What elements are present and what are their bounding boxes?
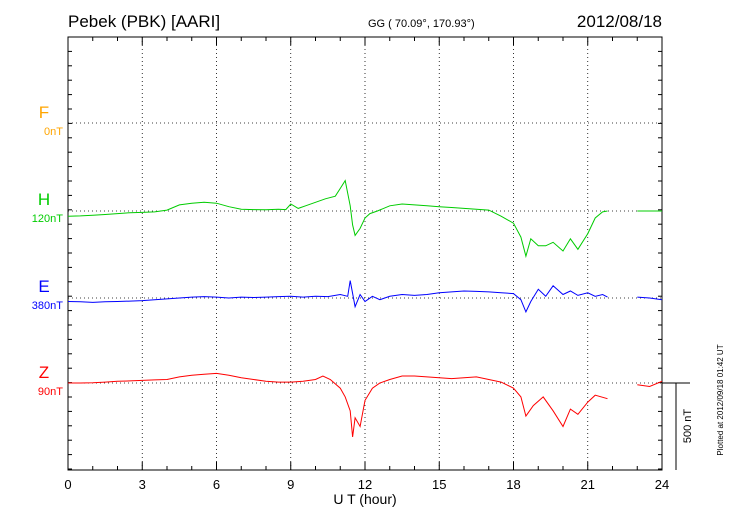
- trace-H: [67, 179, 662, 259]
- component-name-H: H: [38, 190, 50, 209]
- x-tick-label: 6: [213, 477, 220, 492]
- plotted-timestamp: Plotted at 2012/09/18 01:42 UT: [716, 344, 725, 455]
- x-tick-label: 15: [432, 477, 446, 492]
- component-name-E: E: [38, 277, 49, 296]
- x-tick-label: 3: [139, 477, 146, 492]
- date-label: 2012/08/18: [577, 12, 662, 31]
- component-offset-E: 380nT: [32, 300, 63, 312]
- x-tick-label: 9: [287, 477, 294, 492]
- x-axis-label: U T (hour): [333, 491, 396, 507]
- x-tick-label: 0: [64, 477, 71, 492]
- coordinates-label: GG ( 70.09°, 170.93°): [368, 18, 475, 30]
- trace-Z: [68, 372, 663, 437]
- component-name-Z: Z: [39, 363, 49, 382]
- x-tick-label: 24: [655, 477, 669, 492]
- component-offset-H: 120nT: [32, 213, 63, 225]
- grid-lines: [68, 37, 662, 470]
- component-offset-Z: 90nT: [38, 386, 63, 398]
- axis-ticks: [67, 37, 663, 470]
- x-tick-label: 21: [581, 477, 595, 492]
- component-offset-F: 0nT: [44, 126, 63, 138]
- scale-bar: 500 nT: [662, 382, 694, 470]
- component-labels: F 0nT H 120nT E 380nT Z 90nT: [32, 103, 63, 398]
- scale-bar-label: 500 nT: [682, 409, 694, 444]
- x-tick-label: 12: [358, 477, 372, 492]
- trace-E: [67, 280, 663, 314]
- x-tick-label: 18: [506, 477, 520, 492]
- x-tick-labels: 0 3 6 9 12 15 18 21 24: [64, 477, 669, 492]
- station-title: Pebek (PBK) [AARI]: [68, 12, 220, 31]
- component-name-F: F: [39, 103, 49, 122]
- component-traces: [67, 179, 663, 437]
